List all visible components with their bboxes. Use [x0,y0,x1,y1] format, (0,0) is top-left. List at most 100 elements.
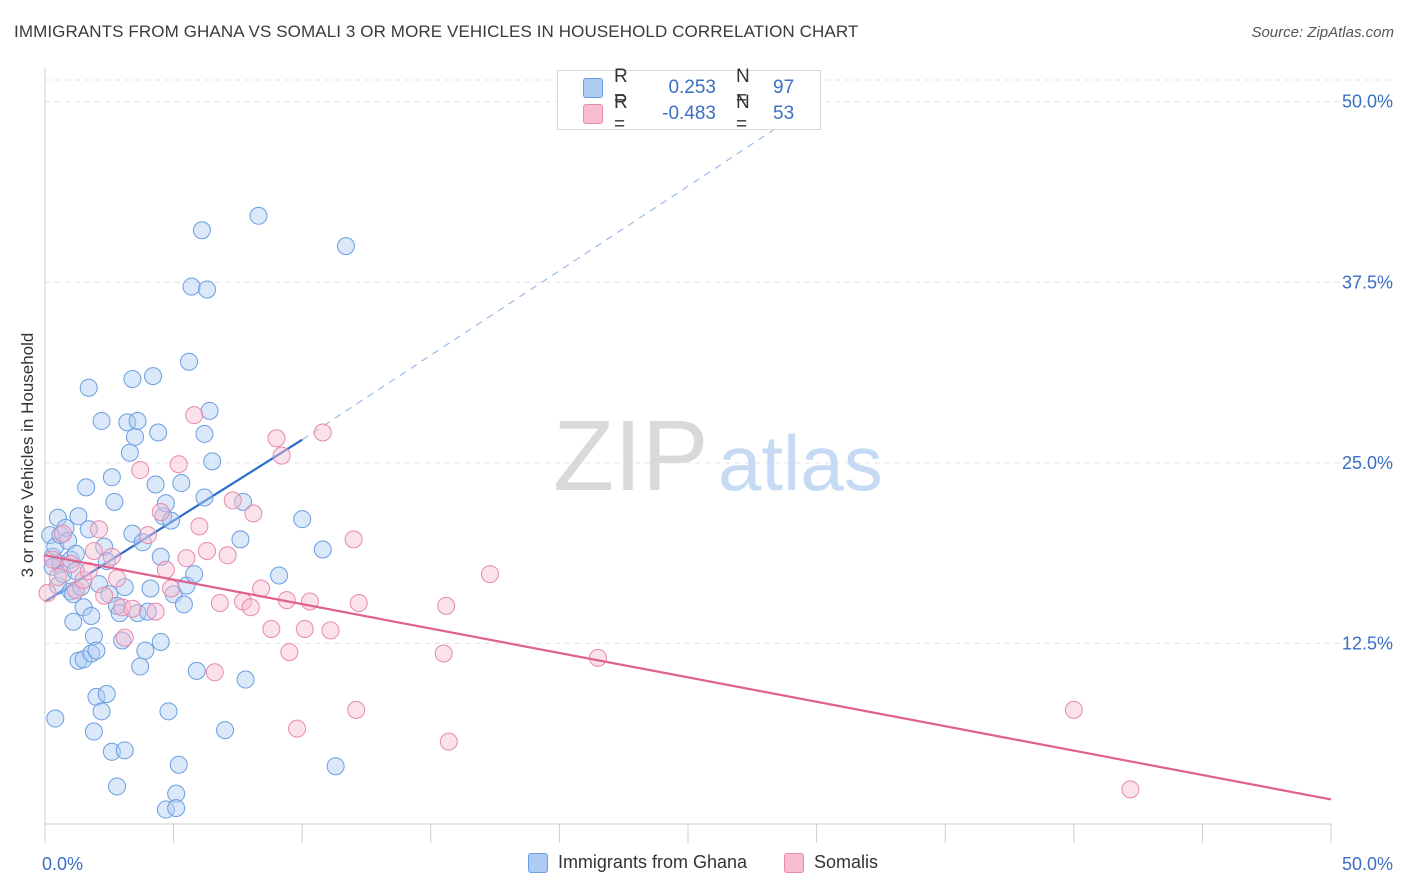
legend-label-somalis: Somalis [814,852,879,872]
stats-n-value: 97 [773,77,795,98]
x-tick-label: 50.0% [1342,854,1393,874]
point-ghana [144,367,163,386]
legend-item-somalis[interactable]: Somalis [784,852,878,873]
point-somalis [169,455,188,474]
legend-item-ghana[interactable]: Immigrants from Ghana [527,852,747,873]
stats-r-label: R = [614,92,628,135]
point-ghana [141,579,160,598]
point-ghana [293,510,312,529]
point-ghana [108,777,127,796]
point-ghana [79,378,98,397]
point-somalis [321,621,340,640]
watermark-zip: ZIP [553,400,709,512]
point-somalis [38,583,57,602]
point-somalis [185,406,204,425]
point-somalis [434,644,453,663]
point-ghana [41,526,60,545]
point-somalis [108,569,127,588]
y-tick-label: 25.0% [1342,453,1393,473]
point-somalis [162,579,181,598]
point-ghana [84,722,103,741]
trend-extension-ghana [301,101,817,441]
point-somalis [123,599,142,618]
trend-line-somalis [44,554,1332,801]
stats-n-value: 53 [773,103,795,124]
point-ghana [87,687,106,706]
points-ghana [41,206,355,819]
point-ghana [231,530,250,549]
point-somalis [54,524,73,543]
point-somalis [115,628,134,647]
point-ghana [198,280,217,299]
point-ghana [102,742,121,761]
point-ghana [102,468,121,487]
point-ghana [270,566,289,585]
point-ghana [115,741,134,760]
point-ghana [138,602,157,621]
bottom-legend: Immigrants from Ghana Somalis [0,852,1406,878]
point-ghana [336,237,355,256]
point-ghana [151,632,170,651]
stats-r-label: R = [614,66,628,109]
point-somalis [267,429,286,448]
y-tick-label: 50.0% [1342,92,1393,112]
point-somalis [43,550,62,569]
y-tick-label: 12.5% [1342,633,1393,653]
point-ghana [87,641,106,660]
point-somalis [90,520,109,539]
trend-lines-ghana [44,101,817,603]
stats-n-label: N = [736,92,750,135]
point-somalis [272,446,291,465]
point-ghana [72,578,91,597]
trend-lines-somalis [44,554,1332,801]
watermark: ZIP atlas [553,400,883,512]
point-somalis [349,593,368,612]
point-ghana [105,492,124,511]
point-ghana [123,370,142,389]
source-credit: Source: ZipAtlas.com [1251,24,1394,41]
point-ghana [172,474,191,493]
y-axis-label: 3 or more Vehicles in Household [18,333,37,578]
point-somalis [74,570,93,589]
point-somalis [295,619,314,638]
axes [44,68,1332,843]
stats-swatch-somalis [583,104,603,124]
point-ghana [180,352,199,371]
point-ghana [48,508,67,527]
stats-swatch-ghana [583,78,603,98]
point-ghana [46,709,65,728]
point-somalis [347,700,366,719]
point-ghana [195,488,214,507]
point-somalis [1064,700,1083,719]
point-ghana [203,452,222,471]
stats-n-label: N = [736,66,750,109]
points-somalis [38,406,1140,799]
point-ghana [131,657,150,676]
point-ghana [77,478,96,497]
point-somalis [588,648,607,667]
point-ghana [82,644,101,663]
x-tick-label: 0.0% [42,854,83,874]
legend-swatch-somalis [784,852,805,873]
point-somalis [156,560,175,579]
point-ghana [82,606,101,625]
stats-r-value: 0.253 [668,77,716,98]
point-somalis [205,663,224,682]
legend-label-ghana: Immigrants from Ghana [557,852,747,872]
point-ghana [167,784,186,803]
point-somalis [95,586,114,605]
point-ghana [92,702,111,721]
point-ghana [326,757,345,776]
point-ghana [120,443,139,462]
point-somalis [131,461,150,480]
point-ghana [200,401,219,420]
point-somalis [241,598,260,617]
chart-title: IMMIGRANTS FROM GHANA VS SOMALI 3 OR MOR… [14,22,859,41]
point-somalis [1121,780,1140,799]
point-ghana [182,277,201,296]
point-ghana [64,612,83,631]
point-somalis [439,732,458,751]
y-tick-label: 37.5% [1342,272,1393,292]
point-ghana [156,494,175,513]
point-somalis [262,619,281,638]
